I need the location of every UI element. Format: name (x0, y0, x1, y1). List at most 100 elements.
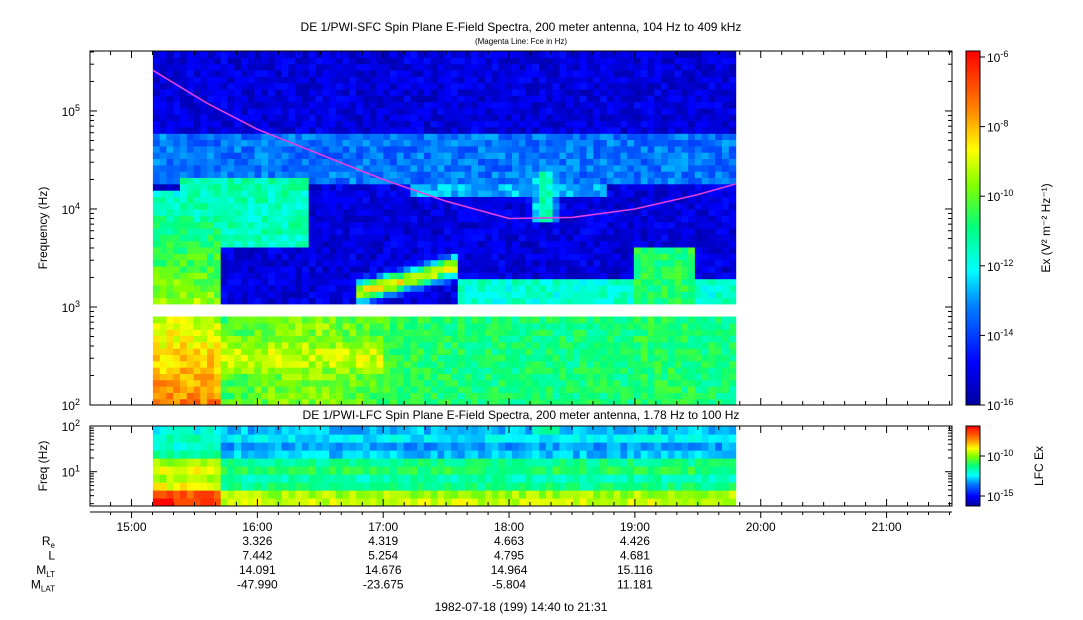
sfc-cell (701, 202, 710, 210)
sfc-cell (356, 367, 364, 374)
sfc-cell (403, 126, 411, 134)
sfc-cell (627, 284, 635, 292)
sfc-cell (498, 196, 506, 204)
sfc-cell (268, 164, 276, 172)
sfc-cell (532, 76, 540, 84)
sfc-cell (193, 297, 201, 305)
sfc-cell (390, 240, 398, 248)
sfc-cell (152, 360, 161, 368)
sfc-cell (464, 386, 472, 393)
sfc-cell (444, 190, 452, 197)
sfc-cell (430, 126, 439, 134)
sfc-cell (186, 120, 195, 128)
sfc-cell (661, 322, 669, 330)
sfc-cell (268, 341, 276, 349)
sfc-cell (335, 329, 344, 336)
sfc-cell (295, 253, 303, 261)
sfc-cell (315, 190, 323, 197)
sfc-cell (315, 95, 323, 103)
sfc-cell (288, 82, 296, 90)
sfc-cell (220, 335, 229, 343)
sfc-cell (403, 51, 411, 58)
sfc-cell (484, 398, 493, 405)
lfc-cell (234, 426, 242, 435)
sfc-cell (390, 329, 398, 336)
sfc-cell (396, 297, 405, 305)
sfc-cell (322, 259, 330, 267)
sfc-cell (620, 228, 628, 235)
sfc-cell (423, 265, 432, 273)
sfc-cell (261, 297, 269, 305)
sfc-cell (620, 247, 628, 254)
sfc-cell (403, 329, 411, 336)
sfc-cell (166, 215, 174, 223)
sfc-cell (728, 253, 737, 261)
sfc-cell (254, 152, 262, 159)
sfc-cell (464, 379, 472, 387)
sfc-cell (728, 360, 737, 368)
sfc-cell (180, 107, 188, 115)
sfc-cell (573, 278, 581, 286)
sfc-cell (376, 348, 384, 355)
sfc-cell (457, 360, 466, 368)
sfc-cell (525, 120, 533, 128)
lfc-cell (200, 426, 208, 435)
sfc-cell (369, 202, 378, 210)
sfc-cell (173, 354, 181, 362)
sfc-cell (478, 379, 486, 387)
sfc-cell (329, 145, 337, 153)
sfc-cell (484, 95, 493, 103)
sfc-cell (261, 95, 269, 103)
sfc-cell (566, 228, 574, 235)
sfc-cell (369, 335, 378, 343)
sfc-cell (586, 51, 594, 58)
sfc-cell (152, 152, 161, 159)
sfc-cell (681, 240, 689, 248)
sfc-cell (227, 259, 235, 267)
sfc-cell (288, 209, 296, 216)
sfc-cell (525, 76, 533, 84)
sfc-cell (518, 386, 527, 393)
sfc-cell (417, 126, 425, 134)
sfc-cell (315, 183, 323, 191)
sfc-cell (213, 284, 222, 292)
sfc-cell (430, 234, 439, 242)
lfc-cell (329, 490, 337, 499)
sfc-cell (694, 63, 703, 71)
sfc-cell (539, 95, 547, 103)
sfc-cell (335, 183, 344, 191)
sfc-cell (444, 139, 452, 147)
sfc-cell (200, 341, 208, 349)
sfc-cell (288, 196, 296, 204)
sfc-cell (579, 341, 588, 349)
sfc-cell (417, 139, 425, 147)
sfc-cell (390, 234, 398, 242)
sfc-cell (193, 57, 201, 65)
sfc-cell (247, 51, 256, 58)
sfc-cell (241, 171, 249, 178)
sfc-cell (234, 190, 242, 197)
sfc-cell (573, 202, 581, 210)
sfc-cell (539, 240, 547, 248)
sfc-cell (403, 145, 411, 153)
sfc-cell (234, 367, 242, 374)
sfc-cell (525, 348, 533, 355)
sfc-cell (193, 51, 201, 58)
sfc-cell (383, 107, 391, 115)
sfc-cell (586, 133, 594, 141)
sfc-cell (261, 259, 269, 267)
sfc-cell (186, 57, 195, 65)
sfc-cell (593, 291, 601, 299)
sfc-cell (715, 126, 723, 134)
sfc-cell (498, 297, 506, 305)
sfc-cell (478, 354, 486, 362)
sfc-cell (593, 158, 601, 166)
sfc-cell (525, 386, 533, 393)
sfc-cell (715, 367, 723, 374)
sfc-cell (159, 139, 168, 147)
sfc-cell (159, 114, 168, 122)
sfc-cell (566, 171, 574, 178)
sfc-cell (261, 76, 269, 84)
sfc-cell (606, 152, 615, 159)
sfc-cell (322, 133, 330, 141)
